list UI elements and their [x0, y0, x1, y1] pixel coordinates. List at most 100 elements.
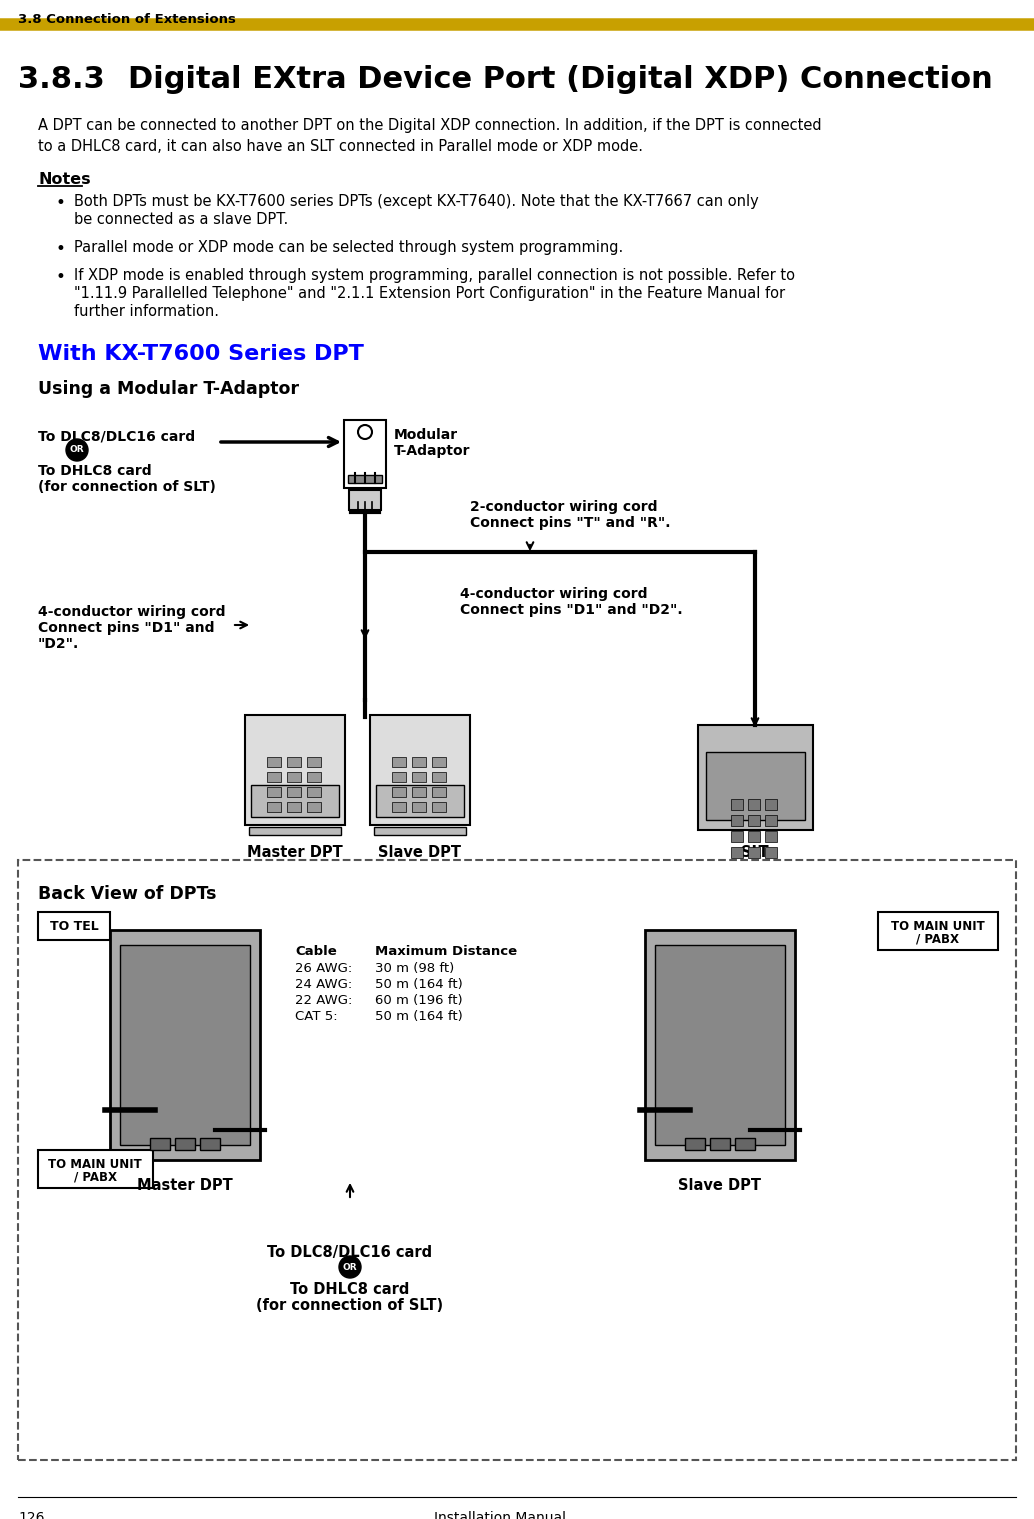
Text: To DHLC8 card: To DHLC8 card — [38, 463, 152, 478]
Bar — [245, 715, 345, 825]
Bar — [344, 419, 386, 488]
Bar — [706, 752, 805, 820]
Bar — [432, 787, 446, 797]
Text: Notes: Notes — [38, 172, 91, 187]
Text: A DPT can be connected to another DPT on the Digital XDP connection. In addition: A DPT can be connected to another DPT on… — [38, 118, 822, 134]
Text: Installation Manual: Installation Manual — [434, 1511, 566, 1519]
Bar — [267, 772, 281, 782]
Text: Connect pins "D1" and "D2".: Connect pins "D1" and "D2". — [460, 603, 682, 617]
Bar — [731, 816, 743, 826]
Text: Slave DPT: Slave DPT — [678, 1179, 761, 1192]
Text: 50 m (164 ft): 50 m (164 ft) — [375, 978, 463, 990]
Bar — [307, 787, 321, 797]
Text: If XDP mode is enabled through system programming, parallel connection is not po: If XDP mode is enabled through system pr… — [74, 267, 795, 283]
Text: Slave DPT: Slave DPT — [378, 845, 461, 860]
Text: To DLC8/DLC16 card: To DLC8/DLC16 card — [268, 1246, 432, 1259]
Bar — [392, 802, 406, 813]
Text: Connect pins "T" and "R".: Connect pins "T" and "R". — [470, 516, 670, 530]
Text: 3.8 Connection of Extensions: 3.8 Connection of Extensions — [18, 14, 236, 26]
Bar — [267, 787, 281, 797]
Bar — [120, 945, 250, 1145]
Text: 2-conductor wiring cord: 2-conductor wiring cord — [470, 500, 658, 513]
Text: / PABX: / PABX — [73, 1171, 117, 1183]
Text: (for connection of SLT): (for connection of SLT) — [38, 480, 216, 494]
Bar — [38, 911, 110, 940]
Bar — [150, 1138, 170, 1150]
Text: Back View of DPTs: Back View of DPTs — [38, 886, 216, 902]
Text: 60 m (196 ft): 60 m (196 ft) — [375, 993, 462, 1007]
Bar — [249, 826, 341, 835]
Text: (for connection of SLT): (for connection of SLT) — [256, 1299, 444, 1312]
Text: 26 AWG:: 26 AWG: — [295, 962, 353, 975]
Text: Using a Modular T-Adaptor: Using a Modular T-Adaptor — [38, 380, 299, 398]
Bar — [412, 787, 426, 797]
Text: OR: OR — [342, 1262, 358, 1271]
Text: Parallel mode or XDP mode can be selected through system programming.: Parallel mode or XDP mode can be selecte… — [74, 240, 624, 255]
Text: / PABX: / PABX — [916, 933, 960, 945]
Bar — [748, 831, 760, 842]
Bar — [645, 930, 795, 1161]
Bar — [287, 802, 301, 813]
Bar — [287, 772, 301, 782]
Bar — [765, 799, 777, 810]
Bar — [748, 799, 760, 810]
Text: •: • — [55, 267, 65, 286]
Bar — [412, 756, 426, 767]
Text: 30 m (98 ft): 30 m (98 ft) — [375, 962, 454, 975]
Bar — [878, 911, 998, 949]
Text: Both DPTs must be KX-T7600 series DPTs (except KX-T7640). Note that the KX-T7667: Both DPTs must be KX-T7600 series DPTs (… — [74, 194, 759, 210]
Text: Master DPT: Master DPT — [138, 1179, 233, 1192]
Bar — [748, 848, 760, 858]
Text: Digital EXtra Device Port (Digital XDP) Connection: Digital EXtra Device Port (Digital XDP) … — [128, 65, 993, 94]
Text: With KX-T7600 Series DPT: With KX-T7600 Series DPT — [38, 343, 364, 365]
Text: to a DHLC8 card, it can also have an SLT connected in Parallel mode or XDP mode.: to a DHLC8 card, it can also have an SLT… — [38, 140, 643, 153]
Text: TO MAIN UNIT: TO MAIN UNIT — [49, 1157, 142, 1171]
Text: SLT: SLT — [741, 845, 769, 860]
Circle shape — [66, 439, 88, 460]
Text: "D2".: "D2". — [38, 636, 80, 652]
Bar — [18, 860, 1016, 1460]
Text: To DHLC8 card: To DHLC8 card — [291, 1282, 409, 1297]
Bar — [392, 772, 406, 782]
Bar — [432, 802, 446, 813]
Text: 4-conductor wiring cord: 4-conductor wiring cord — [460, 586, 647, 602]
Text: 126: 126 — [18, 1511, 44, 1519]
Bar — [200, 1138, 220, 1150]
Text: Master DPT: Master DPT — [247, 845, 343, 860]
Text: Cable: Cable — [295, 945, 337, 958]
Bar — [267, 802, 281, 813]
Bar — [348, 475, 382, 483]
Text: 24 AWG:: 24 AWG: — [295, 978, 353, 990]
Bar — [392, 756, 406, 767]
Bar — [432, 756, 446, 767]
Bar — [765, 816, 777, 826]
Bar — [251, 785, 339, 817]
Text: •: • — [55, 194, 65, 213]
Text: •: • — [55, 240, 65, 258]
Bar — [287, 787, 301, 797]
Bar — [731, 831, 743, 842]
Bar — [731, 799, 743, 810]
Bar — [110, 930, 260, 1161]
Bar — [765, 848, 777, 858]
Text: Connect pins "D1" and: Connect pins "D1" and — [38, 621, 214, 635]
Bar — [38, 1150, 153, 1188]
Text: Maximum Distance: Maximum Distance — [375, 945, 517, 958]
Circle shape — [339, 1256, 361, 1277]
Bar — [735, 1138, 755, 1150]
Bar — [685, 1138, 705, 1150]
Text: 3.8.3: 3.8.3 — [18, 65, 104, 94]
Bar — [374, 826, 466, 835]
Bar — [370, 715, 470, 825]
Bar — [307, 772, 321, 782]
Bar — [412, 772, 426, 782]
Text: further information.: further information. — [74, 304, 219, 319]
Bar — [432, 772, 446, 782]
Bar — [376, 785, 464, 817]
Text: "1.11.9 Parallelled Telephone" and "2.1.1 Extension Port Configuration" in the F: "1.11.9 Parallelled Telephone" and "2.1.… — [74, 286, 785, 301]
Text: 50 m (164 ft): 50 m (164 ft) — [375, 1010, 463, 1022]
Text: TO MAIN UNIT: TO MAIN UNIT — [891, 919, 984, 933]
Bar — [392, 787, 406, 797]
Bar — [287, 756, 301, 767]
Text: T-Adaptor: T-Adaptor — [394, 444, 470, 459]
